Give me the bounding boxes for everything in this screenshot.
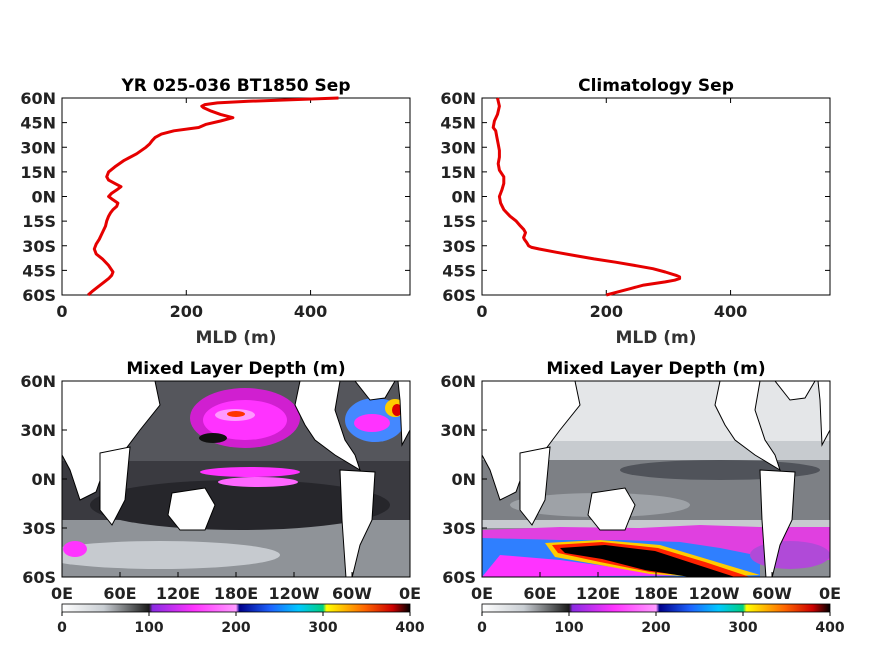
y-tick-label: 60S (22, 568, 56, 587)
y-tick-label: 30N (20, 138, 56, 157)
x-tick-label: 0 (476, 302, 487, 321)
map-panel-model: Mixed Layer Depth (m) (20, 359, 425, 636)
y-tick-label: 30S (22, 237, 56, 256)
profile-panel-climatology: Climatology Sep 60N 45N 30N 15N 0N 15S 30S 45S 6… (440, 76, 831, 348)
map-title-model: Mixed Layer Depth (m) (126, 359, 345, 379)
mld-map-field (62, 381, 410, 577)
x-tick-label: 0E (471, 584, 493, 603)
y-tick-label: 30N (20, 421, 56, 440)
x-tick-label: 400 (714, 302, 747, 321)
plot-frame (481, 97, 831, 296)
y-tick-label: 45S (22, 261, 56, 280)
x-tick-label: 0E (819, 584, 841, 603)
x-tick-label: 60W (332, 584, 372, 603)
y-tick-label: 60S (22, 286, 56, 305)
y-tick-label: 45S (442, 261, 476, 280)
x-tick-label: 180E (634, 584, 678, 603)
y-tick-label: 45N (20, 114, 56, 133)
x-tick-label: 0E (51, 584, 73, 603)
y-tick-label: 30S (442, 237, 476, 256)
y-tick-label: 0N (451, 188, 476, 207)
x-tick-label: 200 (590, 302, 623, 321)
x-axis-label: MLD (m) (615, 328, 696, 348)
x-tick-label: 400 (294, 302, 327, 321)
y-tick-label: 15S (22, 212, 56, 231)
x-tick-label: 120W (268, 584, 319, 603)
y-tick-label: 0N (31, 470, 56, 489)
colorbar-tick-label: 100 (134, 620, 163, 636)
mld-profile-line (87, 96, 339, 297)
y-tick-label: 30N (440, 138, 476, 157)
profile-title-model: YR 025-036 BT1850 Sep (121, 76, 351, 96)
colorbar-tick-label: 100 (554, 620, 583, 636)
colorbar (61, 603, 411, 613)
plot-frame (61, 97, 411, 296)
colorbar-tick-label: 200 (221, 620, 250, 636)
x-tick-label: 60E (523, 584, 556, 603)
y-tick-label: 60N (20, 372, 56, 391)
x-tick-label: 60W (752, 584, 792, 603)
mld-profile-line (491, 97, 682, 297)
profile-panel-model: YR 025-036 BT1850 Sep 60N 45N 30N 15N 0N 15S 3… (20, 76, 411, 348)
y-tick-label: 60N (440, 89, 476, 108)
x-axis-label: MLD (m) (195, 328, 276, 348)
x-tick-label: 60E (103, 584, 136, 603)
x-tick-label: 200 (170, 302, 203, 321)
mld-map-field (482, 381, 830, 577)
y-tick-label: 60S (442, 568, 476, 587)
y-tick-label: 60S (442, 286, 476, 305)
colorbar-tick-label: 400 (395, 620, 424, 636)
colorbar-tick-label: 400 (815, 620, 844, 636)
map-panel-climatology: Mixed Layer Depth (m) (440, 359, 845, 636)
profile-title-climatology: Climatology Sep (578, 76, 734, 96)
y-tick-label: 15N (440, 163, 476, 182)
x-tick-label: 0E (399, 584, 421, 603)
colorbar-tick-label: 200 (641, 620, 670, 636)
y-tick-label: 30S (442, 519, 476, 538)
y-tick-label: 0N (31, 188, 56, 207)
x-tick-label: 0 (56, 302, 67, 321)
x-tick-label: 120W (688, 584, 739, 603)
y-tick-label: 30S (22, 519, 56, 538)
y-tick-label: 15S (442, 212, 476, 231)
y-tick-label: 30N (440, 421, 476, 440)
colorbar-tick-label: 300 (728, 620, 757, 636)
x-tick-label: 120E (576, 584, 620, 603)
colorbar-tick-label: 0 (477, 620, 487, 636)
map-title-climatology: Mixed Layer Depth (m) (546, 359, 765, 379)
y-tick-label: 60N (440, 372, 476, 391)
x-tick-label: 120E (156, 584, 200, 603)
colorbar-tick-label: 300 (308, 620, 337, 636)
y-tick-label: 45N (440, 114, 476, 133)
y-tick-label: 60N (20, 89, 56, 108)
colorbar (481, 603, 831, 613)
y-tick-label: 0N (451, 470, 476, 489)
colorbar-tick-label: 0 (57, 620, 67, 636)
y-tick-label: 15N (20, 163, 56, 182)
x-tick-label: 180E (214, 584, 258, 603)
